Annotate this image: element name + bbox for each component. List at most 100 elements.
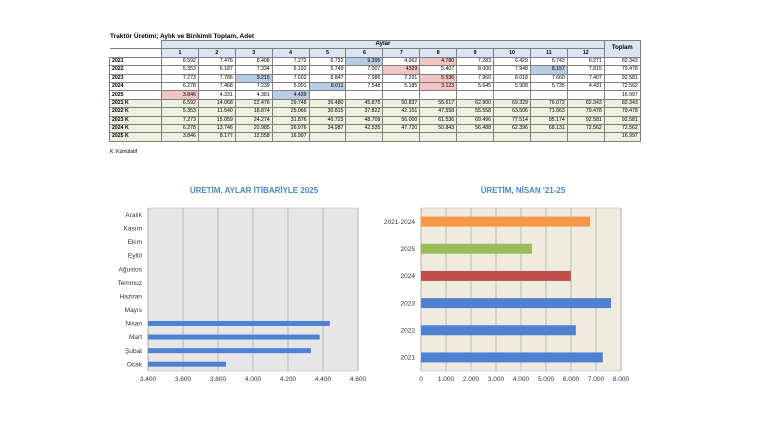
table-cell: 69.496 (456, 115, 495, 125)
table-cell: 69.329 (493, 98, 531, 109)
table-cell: 7.815 (566, 65, 605, 75)
table-cell (529, 132, 568, 142)
table-cell: 24.274 (234, 115, 273, 125)
table-cell: 7.660 (529, 73, 568, 83)
table-cell: 55.558 (456, 107, 495, 117)
table-cell: 5.353 (161, 107, 199, 117)
table-cell: 6.592 (161, 98, 199, 109)
table-cell: 62.900 (456, 98, 495, 109)
bar (421, 325, 576, 336)
table-row: 2021 6.592 7.476 8.408 7.272 6.732 9.395 4.962 4… (109, 56, 641, 67)
y-tick-label: Kasım (124, 226, 142, 233)
table-cell: 29.748 (271, 98, 310, 109)
bar (148, 334, 320, 340)
y-tick-label: 2021-2024 (384, 219, 415, 226)
month-header: 4 (271, 48, 310, 58)
month-header: 7 (382, 48, 421, 58)
table-row: 2023 K 7.273 15.059 24.274 31.876 40.723 48.70… (109, 115, 641, 125)
table-cell: 68.131 (529, 123, 568, 134)
row-label: 2021 K (109, 98, 162, 109)
table-cell: 8.018 (493, 73, 531, 83)
row-total: 72.562 (603, 123, 641, 134)
month-header-row: 1 2 3 4 5 6 7 8 9 10 11 12 (109, 48, 641, 58)
table-cell (566, 132, 605, 142)
production-table: Aylar Toplam 1 2 3 4 5 6 7 8 9 10 11 12 2021 6.592 7.… (109, 39, 641, 142)
table-cell (456, 132, 495, 142)
table-cell: 9.395 (345, 56, 384, 67)
x-tick-label: 3.400 (140, 376, 157, 383)
x-tick-label: 3.800 (210, 376, 227, 383)
x-tick-label: 7.000 (588, 376, 605, 383)
bar (148, 348, 311, 354)
month-header: 2 (197, 48, 236, 58)
table-cell: 8.408 (234, 56, 273, 67)
table-cell: 56.000 (382, 115, 421, 125)
table-cell (419, 132, 458, 142)
y-tick-label: Mart (129, 334, 142, 341)
table-cell: 14.068 (197, 98, 236, 109)
table-cell: 6.192 (271, 65, 310, 75)
table-cell (308, 132, 347, 142)
table-cell (493, 132, 531, 142)
y-tick-label: Eylül (128, 253, 143, 260)
table-cell: 4.439 (271, 90, 310, 100)
table-cell (456, 90, 495, 100)
y-tick-label: Şubat (125, 348, 142, 355)
row-total: 16.997 (603, 132, 641, 142)
row-label: 2023 K (109, 115, 162, 125)
table-cell: 4.331 (197, 90, 236, 100)
y-tick-label: Haziran (120, 293, 143, 300)
x-tick-label: 4.000 (513, 376, 530, 383)
row-total: 72.562 (603, 81, 641, 92)
table-cell: 34.987 (308, 123, 347, 134)
month-header: 9 (456, 48, 495, 58)
table-cell (419, 90, 458, 100)
table-cell: 6.271 (566, 56, 605, 67)
table-row: 2023 7.273 7.786 9.215 7.602 8.847 7.986 7.291 5… (109, 73, 641, 83)
table-cell: 6.732 (308, 56, 347, 67)
row-total: 82.343 (603, 56, 641, 67)
row-label: 2025 (109, 90, 162, 100)
table-cell: 40.723 (308, 115, 347, 125)
x-tick-label: 8.000 (613, 376, 630, 383)
table-cell: 5.407 (419, 65, 458, 75)
table-cell: 79.478 (566, 107, 605, 117)
table-row: 2022 5.353 6.187 7.334 6.192 5.749 7.007 4329 5.… (109, 65, 641, 75)
table-cell (529, 90, 568, 100)
x-tick-label: 5.000 (538, 376, 555, 383)
table-cell: 7.273 (161, 73, 199, 83)
y-tick-label: 2021 (401, 355, 416, 362)
month-header: 1 (161, 48, 199, 58)
months-group-header: Aylar (161, 39, 605, 50)
table-cell: 50.843 (419, 123, 458, 134)
table-body: 2021 6.592 7.476 8.408 7.272 6.732 9.395 4.962 4… (109, 56, 641, 142)
table-cell: 26.976 (271, 123, 310, 134)
table-cell: 8.157 (529, 65, 568, 75)
table-cell: 72.562 (566, 123, 605, 134)
monthly-2025-bar-chart: 3.400 3.600 3.800 4.000 4.200 4.400 4.600 Ocak Ş… (117, 207, 367, 383)
table-cell: 37.822 (345, 107, 384, 117)
table-cell: 8.011 (308, 81, 347, 92)
x-tick-label: 4.400 (315, 376, 332, 383)
row-label: 2021 (109, 56, 162, 67)
table-cell: 82.343 (566, 98, 605, 109)
table-cell: 25.066 (271, 107, 310, 117)
table-cell: 6.743 (529, 56, 568, 67)
bar (421, 298, 612, 309)
table-cell: 45.875 (345, 98, 384, 109)
table-cell: 5.991 (271, 81, 310, 92)
month-header: 5 (308, 48, 347, 58)
table-cell: 12.558 (234, 132, 273, 142)
table-cell: 7.283 (456, 56, 495, 67)
row-label: 2022 K (109, 107, 162, 117)
row-total: 92.581 (603, 115, 641, 125)
table-cell (382, 90, 421, 100)
y-tick-label: 2024 (401, 273, 416, 280)
table-cell: 4.431 (566, 81, 605, 92)
y-tick-label: 2023 (401, 300, 416, 307)
table-cell: 7.948 (493, 65, 531, 75)
table-title: Traktör Üretimi; Aylık ve Birikimli Topl… (110, 33, 254, 40)
table-cell: 7.468 (197, 81, 236, 92)
table-row: 2025 3.846 4.331 4.381 4.439 16.997 (109, 90, 641, 100)
month-header: 8 (419, 48, 458, 58)
